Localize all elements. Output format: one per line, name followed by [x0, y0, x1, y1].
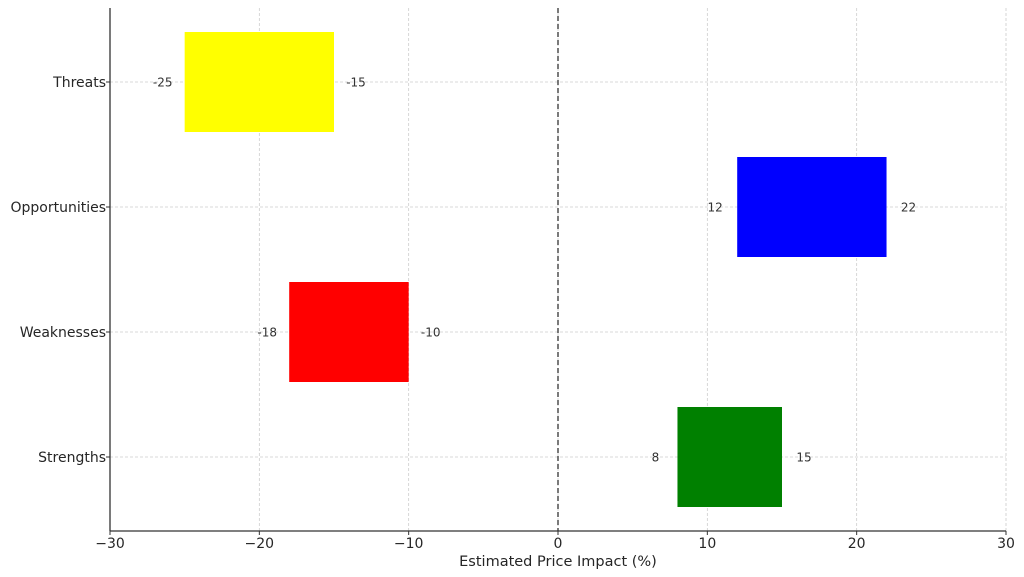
- bar-start-label: 8: [652, 451, 660, 465]
- axes: −30 −20 −10 0 10 20 30 Strengths Weaknesses Oppor…: [10, 8, 1015, 552]
- bar-weaknesses: [289, 282, 409, 382]
- y-tick-label-opportunities: Opportunities: [10, 200, 106, 216]
- x-tick-label: 0: [554, 536, 563, 552]
- value-labels: 8 15 -18 -10 12 22 -25 -15: [153, 76, 916, 465]
- y-tick-label-strengths: Strengths: [38, 450, 106, 466]
- bar-end-label: 15: [796, 451, 811, 465]
- bar-start-label: 12: [708, 201, 723, 215]
- bar-end-label: -10: [421, 326, 441, 340]
- x-tick-label: −30: [95, 536, 125, 552]
- x-axis-label: Estimated Price Impact (%): [459, 554, 657, 570]
- x-tick-label: 20: [848, 536, 866, 552]
- bar-opportunities: [737, 157, 887, 257]
- bar-end-label: 22: [901, 201, 916, 215]
- x-tick-label: 30: [997, 536, 1015, 552]
- x-tick-label: −20: [245, 536, 275, 552]
- x-tick-label: 10: [698, 536, 716, 552]
- bar-threats: [184, 32, 334, 132]
- bar-strengths: [677, 407, 782, 507]
- bar-end-label: -15: [346, 76, 366, 90]
- y-tick-label-weaknesses: Weaknesses: [20, 325, 106, 341]
- bar-start-label: -25: [153, 76, 173, 90]
- bars: [184, 32, 887, 507]
- x-tick-label: −10: [394, 536, 424, 552]
- bar-start-label: -18: [257, 326, 277, 340]
- y-tick-label-threats: Threats: [52, 75, 106, 91]
